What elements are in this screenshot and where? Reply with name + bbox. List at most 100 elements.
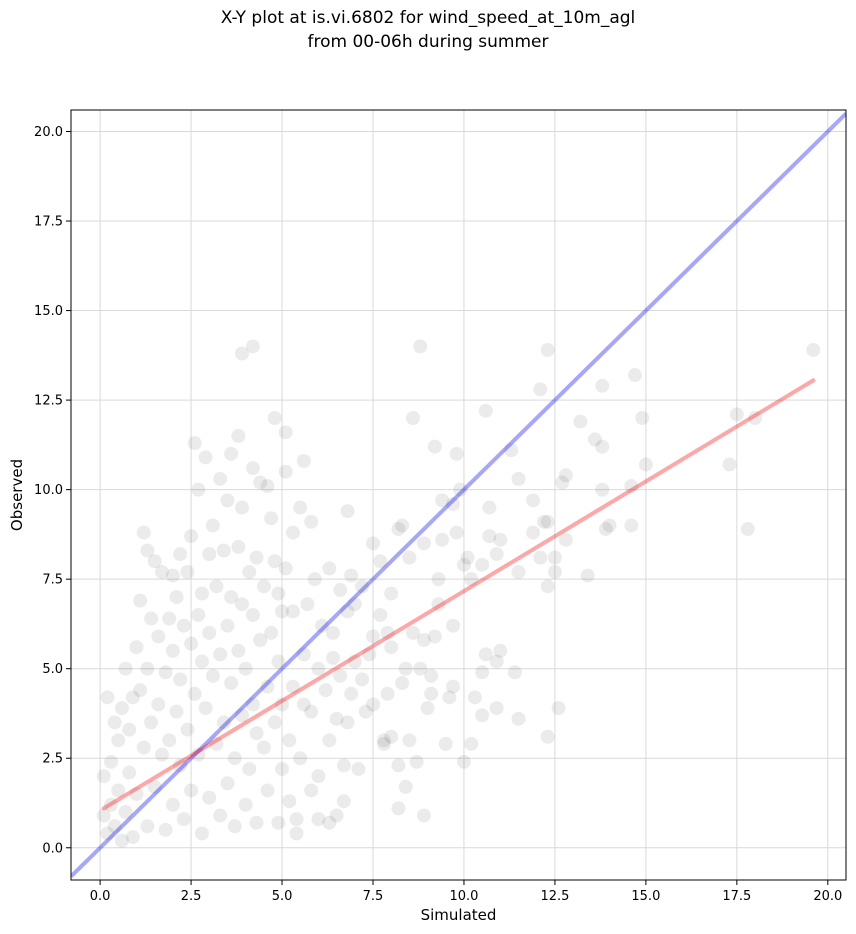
scatter-point	[322, 815, 337, 830]
scatter-point	[460, 550, 475, 565]
scatter-point	[194, 586, 209, 601]
scatter-point	[122, 722, 137, 737]
scatter-point	[264, 625, 279, 640]
scatter-point	[191, 482, 206, 497]
scatter-point	[296, 453, 311, 468]
scatter-point	[427, 629, 442, 644]
scatter-point	[235, 597, 250, 612]
scatter-point	[173, 758, 188, 773]
scatter-point	[365, 629, 380, 644]
scatter-point	[275, 761, 290, 776]
scatter-point	[340, 504, 355, 519]
scatter-point	[285, 525, 300, 540]
scatter-point	[165, 643, 180, 658]
scatter-point	[202, 790, 217, 805]
x-tick-label: 5.0	[272, 889, 293, 904]
scatter-point	[355, 672, 370, 687]
scatter-point	[416, 633, 431, 648]
scatter-point	[114, 833, 129, 848]
x-tick-label: 20.0	[813, 889, 842, 904]
scatter-point	[406, 625, 421, 640]
scatter-point	[231, 539, 246, 554]
scatter-point	[526, 493, 541, 508]
scatter-point	[311, 661, 326, 676]
scatter-point	[249, 550, 264, 565]
scatter-point	[355, 579, 370, 594]
scatter-point	[424, 686, 439, 701]
scatter-point	[162, 611, 177, 626]
scatter-point	[638, 457, 653, 472]
scatter-point	[344, 686, 359, 701]
scatter-point	[278, 425, 293, 440]
scatter-point	[275, 697, 290, 712]
scatter-point	[133, 593, 148, 608]
scatter-point	[158, 665, 173, 680]
scatter-point	[224, 676, 239, 691]
scatter-point	[427, 439, 442, 454]
scatter-point	[293, 500, 308, 515]
scatter-point	[129, 787, 144, 802]
y-tick-label: 12.5	[34, 394, 63, 409]
scatter-point	[431, 597, 446, 612]
scatter-point	[242, 761, 257, 776]
scatter-point	[213, 808, 228, 823]
scatter-point	[260, 679, 275, 694]
scatter-point	[358, 704, 373, 719]
scatter-point	[547, 565, 562, 579]
scatter-point	[216, 543, 231, 558]
scatter-point	[118, 661, 133, 676]
scatter-point	[322, 733, 337, 748]
scatter-point	[540, 514, 555, 529]
scatter-point	[140, 543, 155, 558]
scatter-point	[806, 342, 821, 357]
scatter-point	[238, 797, 253, 812]
scatter-point	[329, 711, 344, 726]
scatter-point	[624, 479, 639, 494]
scatter-point	[442, 690, 457, 705]
scatter-point	[493, 532, 508, 547]
scatter-point	[325, 650, 340, 665]
chart-title-line-1: X-Y plot at is.vi.6802 for wind_speed_at…	[220, 8, 636, 28]
x-tick-label: 17.5	[722, 889, 751, 904]
scatter-point	[296, 647, 311, 662]
scatter-point	[282, 733, 297, 748]
scatter-point	[347, 597, 362, 612]
scatter-point	[184, 783, 199, 798]
scatter-point	[533, 550, 548, 565]
scatter-point	[551, 701, 566, 716]
scatter-point	[446, 618, 461, 633]
scatter-point	[253, 633, 268, 648]
scatter-point	[245, 461, 260, 476]
scatter-point	[296, 697, 311, 712]
y-tick-label: 20.0	[34, 125, 63, 140]
scatter-point	[555, 475, 570, 490]
scatter-point	[380, 625, 395, 640]
scatter-point	[729, 407, 744, 422]
x-tick-label: 0.0	[90, 889, 111, 904]
grid-lines	[71, 110, 846, 880]
scatter-point	[391, 758, 406, 773]
scatter-point	[395, 518, 410, 533]
scatter-point	[376, 733, 391, 748]
scatter-point	[475, 708, 490, 723]
scatter-point	[489, 654, 504, 669]
scatter-point	[424, 668, 439, 683]
scatter-point	[456, 754, 471, 769]
scatter-point	[285, 679, 300, 694]
scatter-point	[416, 536, 431, 551]
scatter-point	[129, 640, 144, 655]
scatter-point	[340, 715, 355, 730]
scatter-point	[435, 532, 450, 547]
scatter-point	[122, 765, 137, 780]
scatter-point	[205, 668, 220, 683]
scatter-point	[558, 468, 573, 483]
scatter-point	[304, 514, 319, 529]
x-tick-label: 7.5	[363, 889, 384, 904]
scatter-point	[169, 590, 184, 605]
scatter-point	[347, 654, 362, 669]
scatter-point	[235, 346, 250, 361]
plot-area	[71, 110, 846, 880]
scatter-point	[307, 572, 322, 587]
y-tick-label: 0.0	[42, 841, 63, 856]
scatter-point	[438, 736, 453, 751]
